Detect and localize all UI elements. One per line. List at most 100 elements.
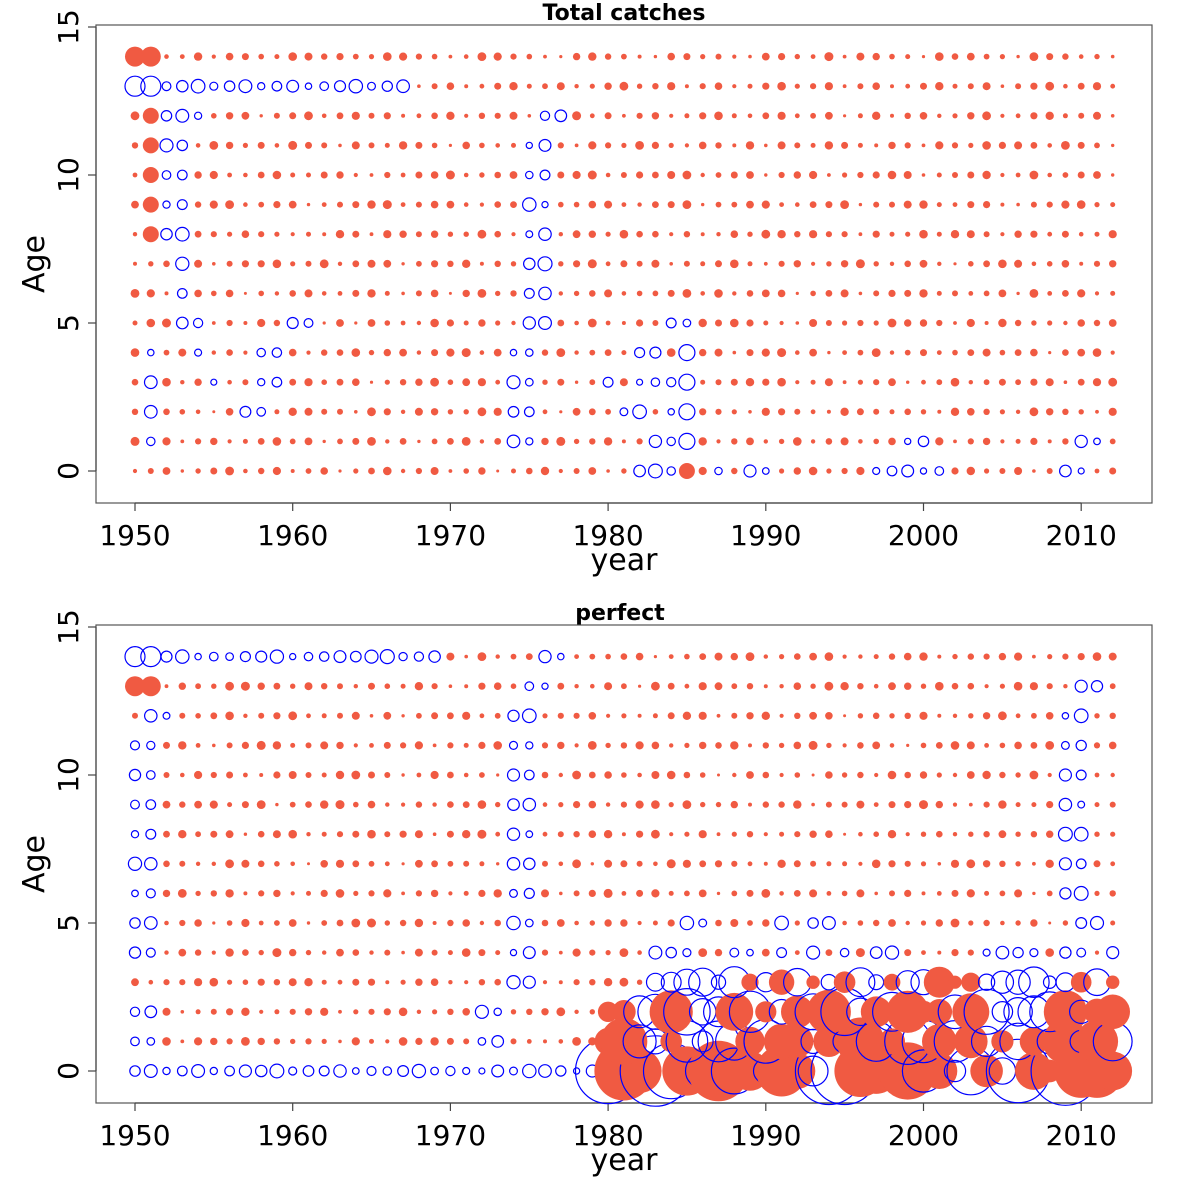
bubble-positive bbox=[747, 83, 753, 89]
bubble-positive bbox=[1092, 82, 1102, 91]
x-tick-label: 2010 bbox=[1046, 1119, 1117, 1152]
bubble-positive bbox=[589, 1009, 595, 1015]
bubble-positive bbox=[635, 652, 644, 661]
bubble-negative bbox=[679, 915, 695, 931]
bubble-positive bbox=[715, 142, 722, 149]
bubble-positive bbox=[1061, 230, 1069, 238]
bubble-positive bbox=[383, 889, 392, 898]
bubble-positive bbox=[605, 408, 611, 415]
bubble-positive bbox=[243, 321, 248, 325]
bubble-positive bbox=[306, 713, 311, 719]
bubble-positive bbox=[162, 1037, 171, 1046]
bubble-positive bbox=[1110, 202, 1116, 208]
bubble-positive bbox=[889, 350, 895, 355]
bubble-positive bbox=[588, 467, 597, 475]
bubble-positive bbox=[351, 711, 360, 720]
bubble-positive bbox=[874, 891, 878, 896]
bubble-positive bbox=[684, 683, 690, 689]
bubble-positive bbox=[495, 801, 501, 808]
bubble-positive bbox=[666, 348, 676, 357]
bubble-positive bbox=[400, 172, 406, 178]
bubble-positive bbox=[762, 82, 770, 90]
bubble-positive bbox=[414, 741, 423, 750]
bubble-positive bbox=[321, 683, 328, 690]
bubble-positive bbox=[1062, 53, 1069, 60]
bubble-positive bbox=[873, 654, 879, 660]
bubble-positive bbox=[856, 466, 865, 476]
bubble-positive bbox=[1109, 683, 1116, 690]
bubble-positive bbox=[761, 407, 770, 416]
bubble-positive bbox=[131, 200, 139, 209]
bubble-positive bbox=[1030, 831, 1038, 838]
bubble-positive bbox=[211, 950, 216, 955]
bubble-positive bbox=[904, 319, 912, 327]
bubble-positive bbox=[162, 467, 171, 475]
bubble-positive bbox=[606, 713, 611, 718]
bubble-positive bbox=[399, 438, 407, 445]
bubble-positive bbox=[477, 800, 487, 809]
bubble-positive bbox=[148, 261, 154, 267]
bubble-positive bbox=[764, 143, 768, 148]
bubble-positive bbox=[747, 920, 753, 926]
bubble-negative bbox=[648, 945, 663, 960]
bubble-positive bbox=[479, 261, 484, 266]
bubble-positive bbox=[1030, 437, 1038, 445]
bubble-positive bbox=[1014, 349, 1022, 356]
bubble-positive bbox=[258, 890, 265, 897]
bubble-positive bbox=[367, 200, 376, 209]
bubble-positive bbox=[131, 378, 139, 386]
bubble-positive bbox=[227, 439, 232, 444]
bubble-positive bbox=[131, 978, 139, 987]
bubble-positive bbox=[558, 1039, 564, 1044]
bubble-positive bbox=[148, 979, 154, 985]
bubble-positive bbox=[558, 468, 563, 474]
bubbles bbox=[124, 46, 1118, 479]
bubble-positive bbox=[1030, 142, 1038, 149]
bubble-positive bbox=[415, 978, 423, 986]
bubble-positive bbox=[178, 948, 187, 957]
bubble-negative bbox=[209, 1066, 218, 1076]
bubble-positive bbox=[243, 713, 248, 718]
bubble-negative bbox=[143, 404, 158, 419]
bubble-positive bbox=[951, 467, 959, 475]
bubble-positive bbox=[572, 859, 581, 869]
bubble-positive bbox=[273, 771, 281, 779]
bubble-positive bbox=[825, 438, 833, 445]
bubble-positive bbox=[1000, 84, 1005, 88]
bubble-positive bbox=[920, 742, 927, 749]
bubble-positive bbox=[904, 949, 912, 957]
bubble-positive bbox=[401, 862, 405, 866]
bubble-negative bbox=[919, 467, 928, 475]
bubble-positive bbox=[510, 201, 517, 209]
bubble-positive bbox=[794, 653, 801, 660]
bubble-positive bbox=[984, 743, 989, 748]
bubble-positive bbox=[352, 230, 360, 238]
bubble-negative bbox=[379, 648, 395, 665]
bubble-positive bbox=[903, 200, 912, 209]
bubble-positive bbox=[574, 654, 579, 659]
bubble-positive bbox=[667, 52, 675, 61]
bubble-positive bbox=[1043, 990, 1087, 1034]
bubble-positive bbox=[951, 889, 959, 897]
bubble-positive bbox=[714, 82, 723, 90]
bubble-positive bbox=[1046, 683, 1053, 690]
bubble-positive bbox=[952, 993, 990, 1031]
bubble-positive bbox=[226, 742, 233, 749]
bubble-positive bbox=[1094, 291, 1100, 296]
bubble-positive bbox=[384, 379, 390, 385]
bubble-positive bbox=[367, 918, 376, 928]
bubble-positive bbox=[212, 410, 216, 414]
bubble-positive bbox=[477, 407, 487, 417]
bubble-positive bbox=[368, 771, 375, 779]
bubble-positive bbox=[842, 84, 847, 89]
bubble-positive bbox=[1070, 971, 1092, 993]
bubble-positive bbox=[399, 230, 407, 238]
bubble-negative bbox=[348, 78, 364, 94]
bubble-positive bbox=[951, 142, 959, 149]
bubble-positive bbox=[385, 1039, 390, 1044]
bubble-positive bbox=[809, 652, 817, 661]
bubble-positive bbox=[243, 891, 248, 896]
bubble-positive bbox=[1061, 200, 1070, 209]
bubble-positive bbox=[384, 142, 390, 148]
